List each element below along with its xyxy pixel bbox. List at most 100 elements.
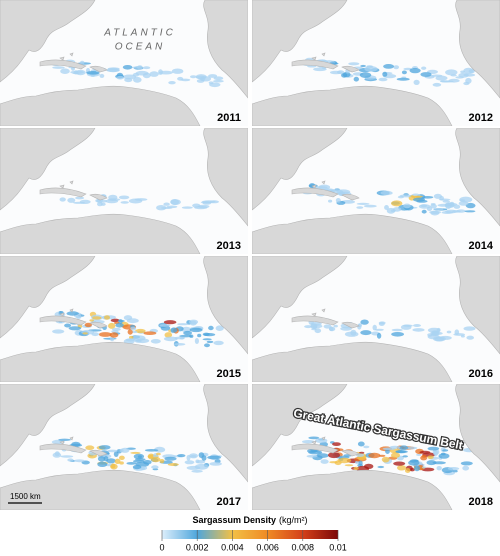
colorbar-title-text: Sargassum Density	[192, 515, 276, 525]
sargassum-patch	[105, 199, 119, 204]
sargassum-patch	[208, 74, 218, 78]
sargassum-patch	[177, 323, 189, 326]
sargassum-patch	[380, 190, 393, 196]
sargassum-patch	[463, 326, 476, 331]
sargassum-patch	[95, 199, 100, 203]
sargassum-patch	[133, 453, 145, 460]
sargassum-patch	[393, 65, 399, 70]
sargassum-patch	[311, 328, 317, 331]
sargassum-patch	[360, 319, 369, 325]
sargassum-patch	[374, 328, 384, 331]
sargassum-patch	[98, 332, 112, 337]
sargassum-patch	[363, 204, 377, 208]
sargassum-patch	[163, 320, 177, 325]
sargassum-patch	[405, 446, 418, 450]
sargassum-patch	[427, 333, 433, 337]
sargassum-patch	[332, 442, 341, 446]
sargassum-patch	[208, 81, 214, 85]
sargassum-patch	[376, 332, 382, 339]
sargassum-patch	[458, 201, 469, 206]
sargassum-patch	[402, 455, 408, 458]
sargassum-patch	[154, 446, 166, 453]
colorbar-tick-label: 0	[159, 542, 164, 552]
sargassum-patch	[150, 339, 161, 344]
sargassum-patch	[213, 340, 224, 346]
sargassum-patch	[125, 338, 136, 342]
sargassum-patch	[302, 440, 315, 444]
sargassum-patch	[143, 331, 157, 335]
sargassum-patch	[108, 322, 116, 329]
sargassum-patch	[204, 343, 210, 348]
sargassum-patch	[73, 459, 85, 463]
sargassum-patch	[404, 468, 411, 473]
sargassum-patch	[320, 459, 329, 464]
sargassum-patch	[413, 197, 425, 202]
map-panel: 2015	[0, 256, 248, 382]
sargassum-patch	[119, 455, 125, 460]
sargassum-patch	[52, 66, 65, 69]
sargassum-patch	[391, 452, 400, 458]
sargassum-patch	[126, 462, 137, 465]
sargassum-patch	[167, 463, 179, 466]
sargassum-patch	[129, 335, 134, 340]
sargassum-patch	[328, 326, 334, 332]
sargassum-patch	[202, 332, 210, 336]
sargassum-patch	[158, 69, 163, 75]
sargassum-patch	[197, 333, 202, 338]
sargassum-patch	[357, 324, 362, 330]
sargassum-patch	[180, 78, 191, 82]
colorbar-ramp	[162, 530, 338, 539]
sargassum-patch	[420, 72, 432, 77]
sargassum-patch	[389, 445, 401, 449]
sargassum-patch	[156, 205, 167, 211]
sargassum-patch	[447, 467, 460, 471]
sargassum-patch	[103, 337, 117, 340]
sargassum-patch	[434, 337, 445, 342]
sargassum-patch	[308, 436, 320, 440]
sargassum-patch	[163, 202, 170, 206]
sargassum-patch	[337, 70, 345, 75]
sargassum-patch	[135, 328, 146, 334]
sargassum-patch	[333, 324, 338, 328]
sargassum-patch	[209, 462, 222, 466]
sargassum-patch	[98, 199, 108, 203]
sargassum-patch	[460, 461, 473, 466]
sargassum-patch	[397, 465, 407, 471]
sargassum-patch	[399, 445, 409, 450]
sargassum-patch	[213, 76, 224, 81]
sargassum-patch	[112, 327, 121, 331]
sargassum-patch	[92, 316, 102, 320]
sargassum-patch	[184, 460, 195, 465]
sargassum-patch	[396, 77, 410, 81]
sargassum-patch	[465, 77, 472, 84]
sargassum-patch	[164, 332, 173, 338]
sargassum-patch	[194, 205, 208, 210]
sargassum-patch	[166, 205, 178, 209]
sargassum-patch	[421, 454, 427, 458]
sargassum-patch	[198, 452, 205, 458]
colorbar-tick-label: 0.004	[221, 542, 244, 552]
sargassum-patch	[68, 326, 82, 331]
sargassum-patch	[432, 82, 442, 87]
sargassum-patch	[118, 319, 125, 323]
sargassum-patch	[137, 65, 143, 70]
sargassum-patch	[413, 79, 420, 85]
ocean-label: OCEAN	[115, 42, 166, 53]
sargassum-patch	[122, 74, 137, 80]
sargassum-patch	[118, 195, 130, 200]
sargassum-patch	[82, 332, 88, 335]
sargassum-patch	[337, 457, 352, 464]
sargassum	[302, 436, 477, 476]
sargassum-patch	[453, 333, 466, 336]
map-panel: 2014	[252, 128, 500, 254]
sargassum-patch	[381, 456, 390, 463]
sargassum-patch	[436, 466, 442, 471]
colorbar-tick-label: 0.008	[292, 542, 315, 552]
sargassum-patch	[206, 340, 214, 344]
sargassum-patch	[421, 66, 427, 70]
sargassum-patch	[186, 454, 191, 461]
sargassum-patch	[86, 71, 100, 75]
sargassum-patch	[64, 323, 72, 328]
ocean-label: ATLANTIC	[103, 28, 176, 39]
